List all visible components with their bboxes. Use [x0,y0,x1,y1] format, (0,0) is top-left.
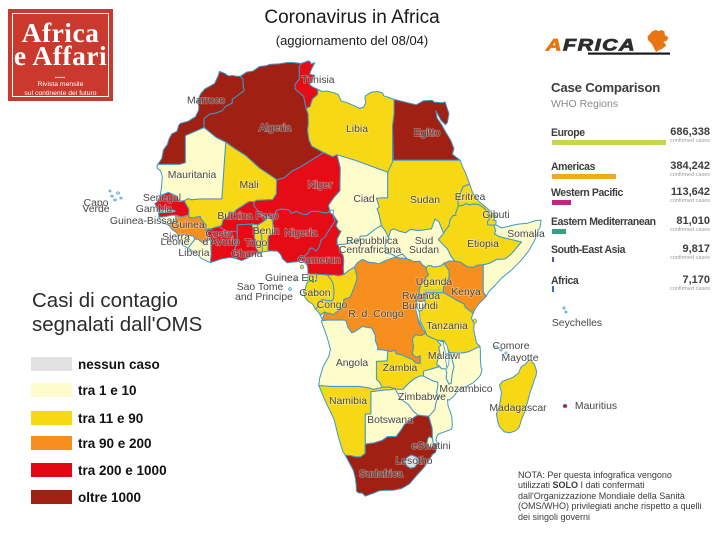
svg-text:Nigeria: Nigeria [285,228,318,239]
svg-text:Botswana: Botswana [367,415,413,426]
svg-text:Sudan: Sudan [410,195,440,206]
svg-text:Sierra: Sierra [162,232,190,243]
svg-text:Sud: Sud [415,236,434,247]
svg-text:Tanzania: Tanzania [426,321,468,332]
svg-text:Mali: Mali [239,180,258,191]
svg-text:and Principe: and Principe [235,292,293,303]
svg-text:eSwatini: eSwatini [411,441,450,452]
svg-text:Togo: Togo [245,238,268,249]
svg-text:Eritrea: Eritrea [455,192,486,203]
svg-text:Ciad: Ciad [353,194,375,205]
svg-text:Repubblica: Repubblica [346,236,398,247]
svg-text:Guinea: Guinea [171,220,205,231]
svg-text:Angola: Angola [336,358,369,369]
svg-text:Guinea-Bissau: Guinea-Bissau [110,216,178,227]
svg-text:Mauritius: Mauritius [575,401,617,412]
svg-text:Marroco: Marroco [187,96,225,107]
svg-text:Mauritania: Mauritania [168,170,217,181]
svg-text:Verde: Verde [82,204,109,215]
svg-text:d'Avorio: d'Avorio [202,237,239,248]
svg-text:Etiopia: Etiopia [467,239,499,250]
svg-text:Camerun: Camerun [298,255,341,266]
svg-text:Guinea Eq.: Guinea Eq. [265,273,317,284]
svg-text:Centrafricana: Centrafricana [339,245,402,256]
svg-text:R. d. Congo: R. d. Congo [348,309,404,320]
svg-text:Egitto: Egitto [414,128,441,139]
svg-text:Gabon: Gabon [299,288,330,299]
svg-text:Mozambico: Mozambico [439,384,492,395]
svg-text:Ghana: Ghana [231,249,262,260]
svg-text:Rwanda: Rwanda [402,291,440,302]
svg-text:Sudan: Sudan [409,245,439,256]
svg-text:Liberia: Liberia [178,248,209,259]
svg-text:Costa: Costa [205,229,232,240]
svg-text:Somalia: Somalia [507,229,545,240]
svg-text:Congo: Congo [317,300,348,311]
svg-text:Gambia: Gambia [136,204,173,215]
svg-text:Lesotho: Lesotho [396,456,433,467]
svg-text:Sao Tome: Sao Tome [237,282,284,293]
svg-text:Burkina Faso: Burkina Faso [217,211,278,222]
svg-text:Algeria: Algeria [259,123,292,134]
svg-text:Capo: Capo [84,198,109,209]
svg-text:Madagascar: Madagascar [489,403,547,414]
svg-text:Benin: Benin [253,226,280,237]
svg-text:Zambia: Zambia [383,363,418,374]
svg-text:Sudafrica: Sudafrica [359,469,403,480]
svg-text:Seychelles: Seychelles [552,318,602,329]
svg-text:Mayotte: Mayotte [502,353,539,364]
svg-text:Senegal: Senegal [143,193,181,204]
svg-text:Malawi: Malawi [428,351,460,362]
svg-text:Namibia: Namibia [329,396,367,407]
svg-text:Gibuti: Gibuti [482,210,509,221]
svg-text:Libia: Libia [346,124,368,135]
svg-text:Zimbabwe: Zimbabwe [398,392,446,403]
svg-text:Comore: Comore [493,341,530,352]
svg-text:Niger: Niger [308,180,333,191]
svg-text:Leone: Leone [161,237,190,248]
svg-text:Kenya: Kenya [451,287,481,298]
svg-text:Burundi: Burundi [402,301,438,312]
svg-text:Uganda: Uganda [416,277,453,288]
svg-text:Tunisia: Tunisia [301,75,334,86]
